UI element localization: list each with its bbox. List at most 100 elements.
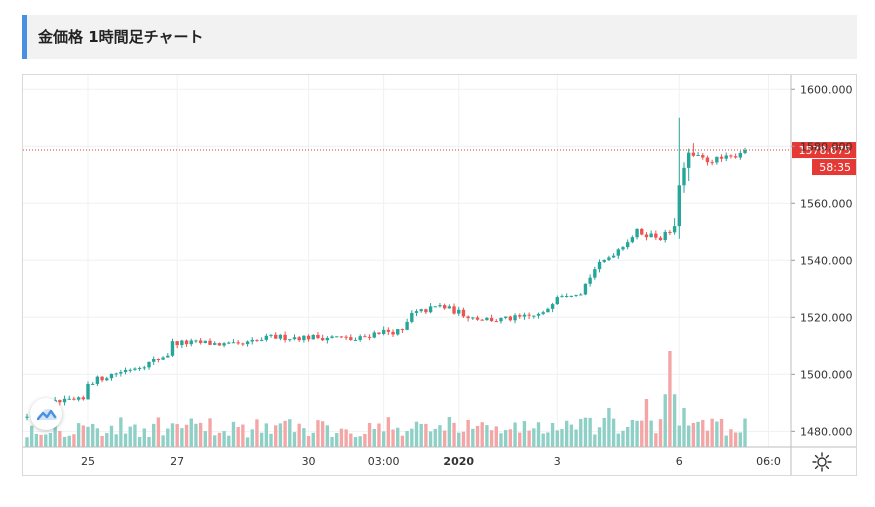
- candle-body: [377, 332, 381, 334]
- gear-icon[interactable]: [810, 450, 834, 474]
- candle-body: [227, 342, 231, 344]
- volume-bar: [555, 430, 559, 447]
- volume-bar: [475, 425, 480, 447]
- tradingview-cloud-icon[interactable]: [30, 398, 62, 430]
- volume-bar: [564, 420, 569, 447]
- volume-bar: [705, 430, 710, 447]
- x-tick-label: 6: [676, 455, 683, 468]
- candle-body: [339, 336, 344, 338]
- volume-bar: [58, 430, 62, 447]
- candle-body: [236, 342, 240, 344]
- candle-body: [189, 340, 193, 345]
- volume-bar: [588, 417, 592, 447]
- volume-bar: [541, 433, 545, 447]
- volume-bar: [433, 428, 437, 447]
- candle-body: [447, 306, 452, 309]
- volume-bar: [640, 420, 644, 447]
- volume-bar: [668, 351, 672, 447]
- volume-bar: [611, 418, 616, 447]
- countdown-tag: [812, 159, 856, 176]
- volume-bar: [518, 432, 522, 447]
- candle-body: [381, 329, 386, 334]
- volume-bar: [123, 433, 128, 447]
- candle-body: [100, 376, 104, 381]
- volume-bar: [593, 434, 597, 447]
- candle-body: [292, 337, 297, 340]
- volume-bar: [311, 432, 315, 447]
- volume-bar: [189, 418, 193, 447]
- candle-body: [335, 336, 339, 338]
- candle-body: [527, 314, 531, 316]
- candle-body: [217, 343, 222, 346]
- candlestick-chart[interactable]: 1578.675 58:35 1600.000 1580.000 1560.000 15…: [23, 75, 856, 475]
- volume-bar: [396, 427, 400, 447]
- volume-bar: [48, 432, 53, 447]
- volume-bar: [485, 425, 489, 447]
- candle-body: [123, 369, 128, 373]
- volume-bar: [729, 429, 733, 447]
- volume-bar: [682, 408, 686, 447]
- candle-body: [461, 309, 466, 317]
- volume-bar: [100, 435, 104, 447]
- volume-bar: [39, 434, 43, 447]
- volume-bar: [119, 417, 123, 447]
- volume-bar: [715, 421, 719, 447]
- candle-body: [231, 342, 236, 344]
- candle-body: [625, 242, 630, 248]
- candle-body: [194, 340, 198, 342]
- candle-body: [180, 340, 184, 346]
- volume-bar: [269, 433, 273, 447]
- volume-bar: [428, 431, 433, 447]
- candle-body: [208, 340, 212, 345]
- volume-bar: [494, 426, 498, 447]
- volume-bar: [367, 423, 372, 447]
- volume-bar: [607, 408, 611, 447]
- candle-body: [701, 155, 705, 158]
- candle-body: [255, 339, 259, 341]
- candle-body: [349, 337, 353, 340]
- volume-bar: [95, 428, 100, 447]
- volume-bar: [663, 394, 667, 447]
- volume-bar: [419, 423, 423, 447]
- volume-bar: [616, 433, 620, 447]
- candle-body: [76, 397, 81, 400]
- candle-body: [213, 343, 217, 345]
- volume-bar: [34, 433, 39, 447]
- x-tick-label: 03:00: [368, 455, 400, 468]
- volume-bar: [278, 423, 283, 447]
- candle-body: [574, 294, 578, 296]
- candle-body: [475, 317, 480, 320]
- candle-body: [109, 373, 114, 379]
- candle-body: [91, 383, 95, 385]
- candle-body: [672, 226, 677, 233]
- volume-bar: [344, 429, 348, 447]
- candle-body: [133, 368, 137, 370]
- volume-bar: [264, 423, 269, 447]
- candle-body: [518, 315, 522, 317]
- candle-body: [414, 311, 419, 313]
- candle-body: [62, 398, 67, 403]
- volume-bar: [522, 421, 527, 447]
- candle-body: [175, 341, 179, 346]
- volume-bar: [654, 433, 658, 447]
- volume-bar: [438, 425, 442, 447]
- candle-body: [424, 309, 428, 313]
- volume-bar: [241, 424, 245, 447]
- volume-bar: [414, 421, 419, 447]
- candle-body: [564, 296, 569, 298]
- volume-bar: [447, 417, 452, 447]
- candle-body: [353, 339, 358, 341]
- volume-bar: [503, 430, 508, 447]
- candle-body: [663, 231, 667, 241]
- volume-bar: [405, 431, 409, 447]
- volume-bar: [175, 424, 179, 447]
- candle-body: [391, 331, 395, 335]
- chart-frame[interactable]: 1578.675 58:35 1600.000 1580.000 1560.000 15…: [22, 74, 857, 476]
- volume-bar: [152, 423, 156, 447]
- volume-bar: [677, 425, 681, 447]
- volume-bar: [597, 427, 602, 447]
- volume-bar: [381, 431, 386, 447]
- volume-bar: [400, 435, 405, 447]
- candle-body: [438, 305, 442, 307]
- candle-body: [344, 336, 348, 338]
